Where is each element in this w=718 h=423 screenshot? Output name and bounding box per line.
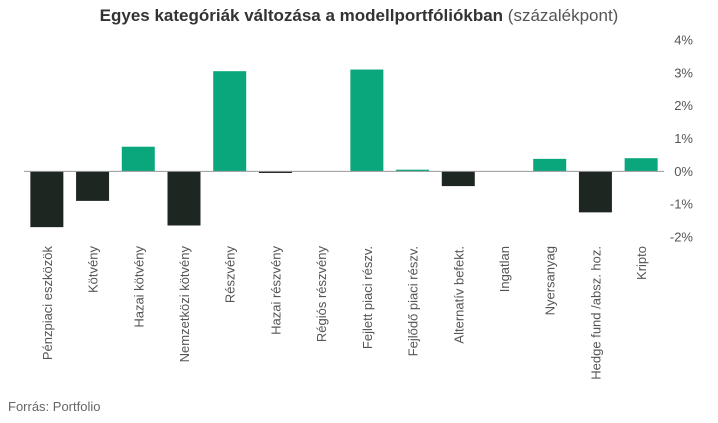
x-category-label: Régiós részvény: [314, 246, 329, 343]
x-category-label: Fejlett piaci részv.: [360, 246, 375, 349]
y-tick-label: 0%: [674, 164, 693, 179]
bar: [396, 169, 430, 172]
x-category-label: Hedge fund /absz. hoz.: [588, 246, 603, 380]
x-category-label: Nemzetközi kötvény: [177, 246, 192, 363]
chart-title: Egyes kategóriák változása a modellportf…: [0, 6, 718, 26]
source-note: Forrás: Portfolio: [8, 399, 101, 414]
chart-title-main: Egyes kategóriák változása a modellportf…: [99, 6, 504, 25]
chart-title-unit: (százalékpont): [507, 6, 619, 25]
x-category-label: Nyersanyag: [543, 246, 558, 315]
x-category-label: Ingatlan: [497, 246, 512, 292]
bar: [121, 146, 155, 172]
x-category-label: Hazai részvény: [268, 246, 283, 335]
bar: [213, 71, 247, 172]
bar: [441, 171, 475, 187]
bar: [258, 171, 292, 173]
y-tick-label: -2%: [670, 230, 694, 245]
bar: [167, 171, 201, 226]
x-category-label: Hazai kötvény: [131, 246, 146, 328]
y-tick-label: 3%: [674, 65, 693, 80]
bar: [624, 158, 658, 172]
bar: [578, 171, 612, 213]
y-tick-label: 1%: [674, 131, 693, 146]
bar: [30, 171, 64, 228]
x-category-label: Részvény: [223, 246, 238, 304]
x-category-label: Kötvény: [86, 246, 101, 293]
y-tick-label: -1%: [670, 197, 694, 212]
y-tick-label: 4%: [674, 33, 693, 48]
bar: [350, 69, 384, 172]
bar: [76, 171, 110, 201]
y-tick-label: 2%: [674, 98, 693, 113]
x-category-label: Pénzpiaci eszközök: [40, 246, 55, 361]
x-category-label: Kripto: [634, 246, 649, 280]
bar: [533, 158, 567, 172]
x-category-label: Fejlődő piaci részv.: [406, 246, 421, 356]
x-category-label: Alternatív befekt.: [451, 246, 466, 344]
